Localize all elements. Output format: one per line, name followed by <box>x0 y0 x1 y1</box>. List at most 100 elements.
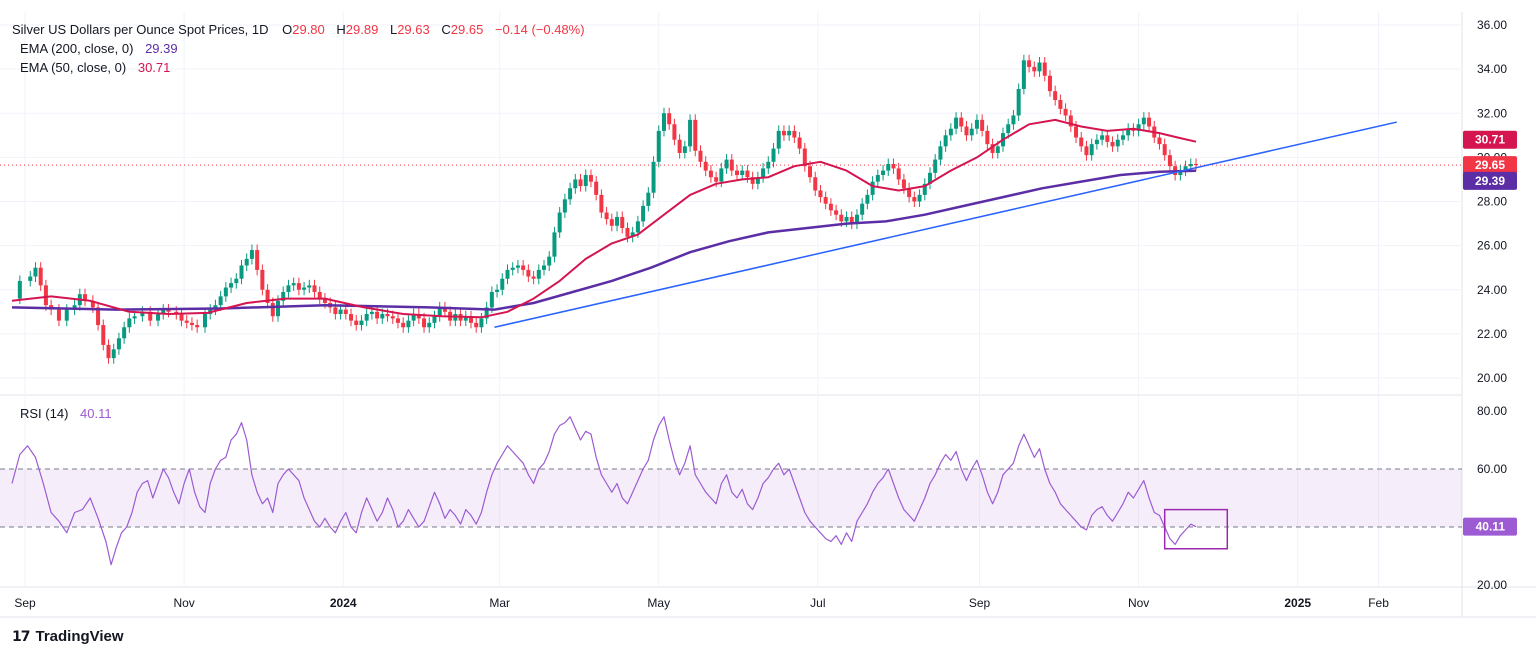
candle-body <box>307 285 312 288</box>
candle-body <box>682 146 687 153</box>
candle-body <box>1157 137 1162 145</box>
time-tick-label: May <box>647 596 670 610</box>
candle-body <box>531 276 536 279</box>
candle-body <box>583 175 588 187</box>
price-tick-label: 32.00 <box>1477 106 1507 120</box>
candle-body <box>416 314 421 319</box>
candle-body <box>776 130 781 149</box>
ema200-legend[interactable]: EMA (200, close, 0) 29.39 <box>20 41 178 56</box>
candle-body <box>140 311 145 317</box>
time-tick-label: Nov <box>173 596 194 610</box>
candle-body <box>1126 128 1131 136</box>
candle-body <box>912 197 917 202</box>
price-pane[interactable] <box>0 54 1462 364</box>
price-tick-label: 20.00 <box>1477 371 1507 385</box>
candle-body <box>552 232 557 257</box>
candle-body <box>839 214 844 222</box>
candle-body <box>881 170 886 176</box>
ohlc-open-value: 29.80 <box>292 22 325 37</box>
candle-body <box>594 181 599 195</box>
candle-body <box>724 159 729 169</box>
candle-body <box>526 269 531 277</box>
candle-body <box>28 276 33 281</box>
candle-body <box>901 179 906 189</box>
candle-body <box>521 265 526 270</box>
time-tick-label: Mar <box>489 596 510 610</box>
candle-body <box>719 168 724 182</box>
candle-body <box>604 212 609 220</box>
ema50-legend[interactable]: EMA (50, close, 0) 30.71 <box>20 60 170 75</box>
candle-body <box>557 212 562 233</box>
candle-body <box>1188 163 1193 167</box>
price-badge: 30.71 <box>1475 133 1505 147</box>
candle-body <box>401 322 406 328</box>
candle-body <box>630 232 635 237</box>
rsi-badge-bg <box>1463 517 1517 536</box>
candle-body <box>943 135 948 147</box>
candle-body <box>969 128 974 136</box>
ema50-label: EMA (50, close, 0) <box>20 60 126 75</box>
candle-body <box>766 161 771 169</box>
candle-body <box>83 294 88 301</box>
rsi-tick-label: 60.00 <box>1477 462 1507 476</box>
candle-body <box>184 320 189 323</box>
candle-body <box>1094 139 1099 145</box>
candle-body <box>667 113 672 125</box>
rsi-badge: 40.11 <box>1476 520 1506 534</box>
rsi-pane[interactable] <box>0 416 1462 566</box>
candle-body <box>948 128 953 136</box>
price-badge-bg <box>1463 156 1517 175</box>
time-axis[interactable]: Sep Nov 2024 Mar May Jul Sep Nov 2025 Feb <box>14 596 1389 610</box>
time-tick-label: Feb <box>1368 596 1389 610</box>
candle-body <box>828 203 833 211</box>
candle-body <box>260 269 265 290</box>
candle-body <box>980 119 985 131</box>
candle-body <box>615 216 620 226</box>
candle-body <box>641 205 646 222</box>
price-tick-label: 34.00 <box>1477 62 1507 76</box>
candle-body <box>651 161 656 193</box>
candle-body <box>547 256 552 266</box>
candle-body <box>672 124 677 140</box>
candle-body <box>322 298 327 303</box>
ohlc-close-label: C <box>441 22 450 37</box>
ohlc-change-value: −0.14 (−0.48%) <box>495 22 585 37</box>
candle-body <box>411 314 416 321</box>
candle-body <box>1047 75 1052 92</box>
candle-body <box>933 159 938 173</box>
rsi-label: RSI (14) <box>20 406 68 421</box>
candle-body <box>1037 62 1042 72</box>
rsi-annotation-box <box>1163 508 1229 550</box>
candle-body <box>745 170 750 178</box>
support-trendline <box>494 121 1397 328</box>
price-badge-bg <box>1463 171 1517 190</box>
tradingview-name: TradingView <box>35 628 124 645</box>
candle-body <box>406 320 411 328</box>
candle-body <box>1115 139 1120 147</box>
candle-body <box>1084 146 1089 156</box>
time-tick-label: 2025 <box>1284 596 1311 610</box>
candle-body <box>735 170 739 176</box>
candle-body <box>1063 108 1068 116</box>
candle-body <box>698 150 703 162</box>
candle-body <box>927 172 932 184</box>
candle-body <box>755 177 760 184</box>
candle-body <box>588 175 593 182</box>
candle-body <box>870 181 875 195</box>
candle-body <box>33 267 38 277</box>
candle-body <box>244 258 249 266</box>
candle-body <box>515 265 520 268</box>
price-tick-label: 36.00 <box>1477 18 1507 32</box>
candle-body <box>161 309 166 315</box>
candle-body <box>500 278 505 290</box>
candle-body <box>286 285 291 292</box>
candle-body <box>1006 124 1011 134</box>
price-axis[interactable]: 36.0034.0032.0030.0028.0026.0024.0022.00… <box>1477 18 1507 592</box>
candle-body <box>964 126 969 136</box>
candle-body <box>364 314 369 321</box>
rsi-legend[interactable]: RSI (14) 40.11 <box>20 406 112 421</box>
rsi-line <box>11 416 1197 566</box>
tradingview-brand[interactable]: 17 TradingView <box>12 628 124 645</box>
candle-body <box>1027 60 1032 67</box>
candle-body <box>1162 144 1167 156</box>
